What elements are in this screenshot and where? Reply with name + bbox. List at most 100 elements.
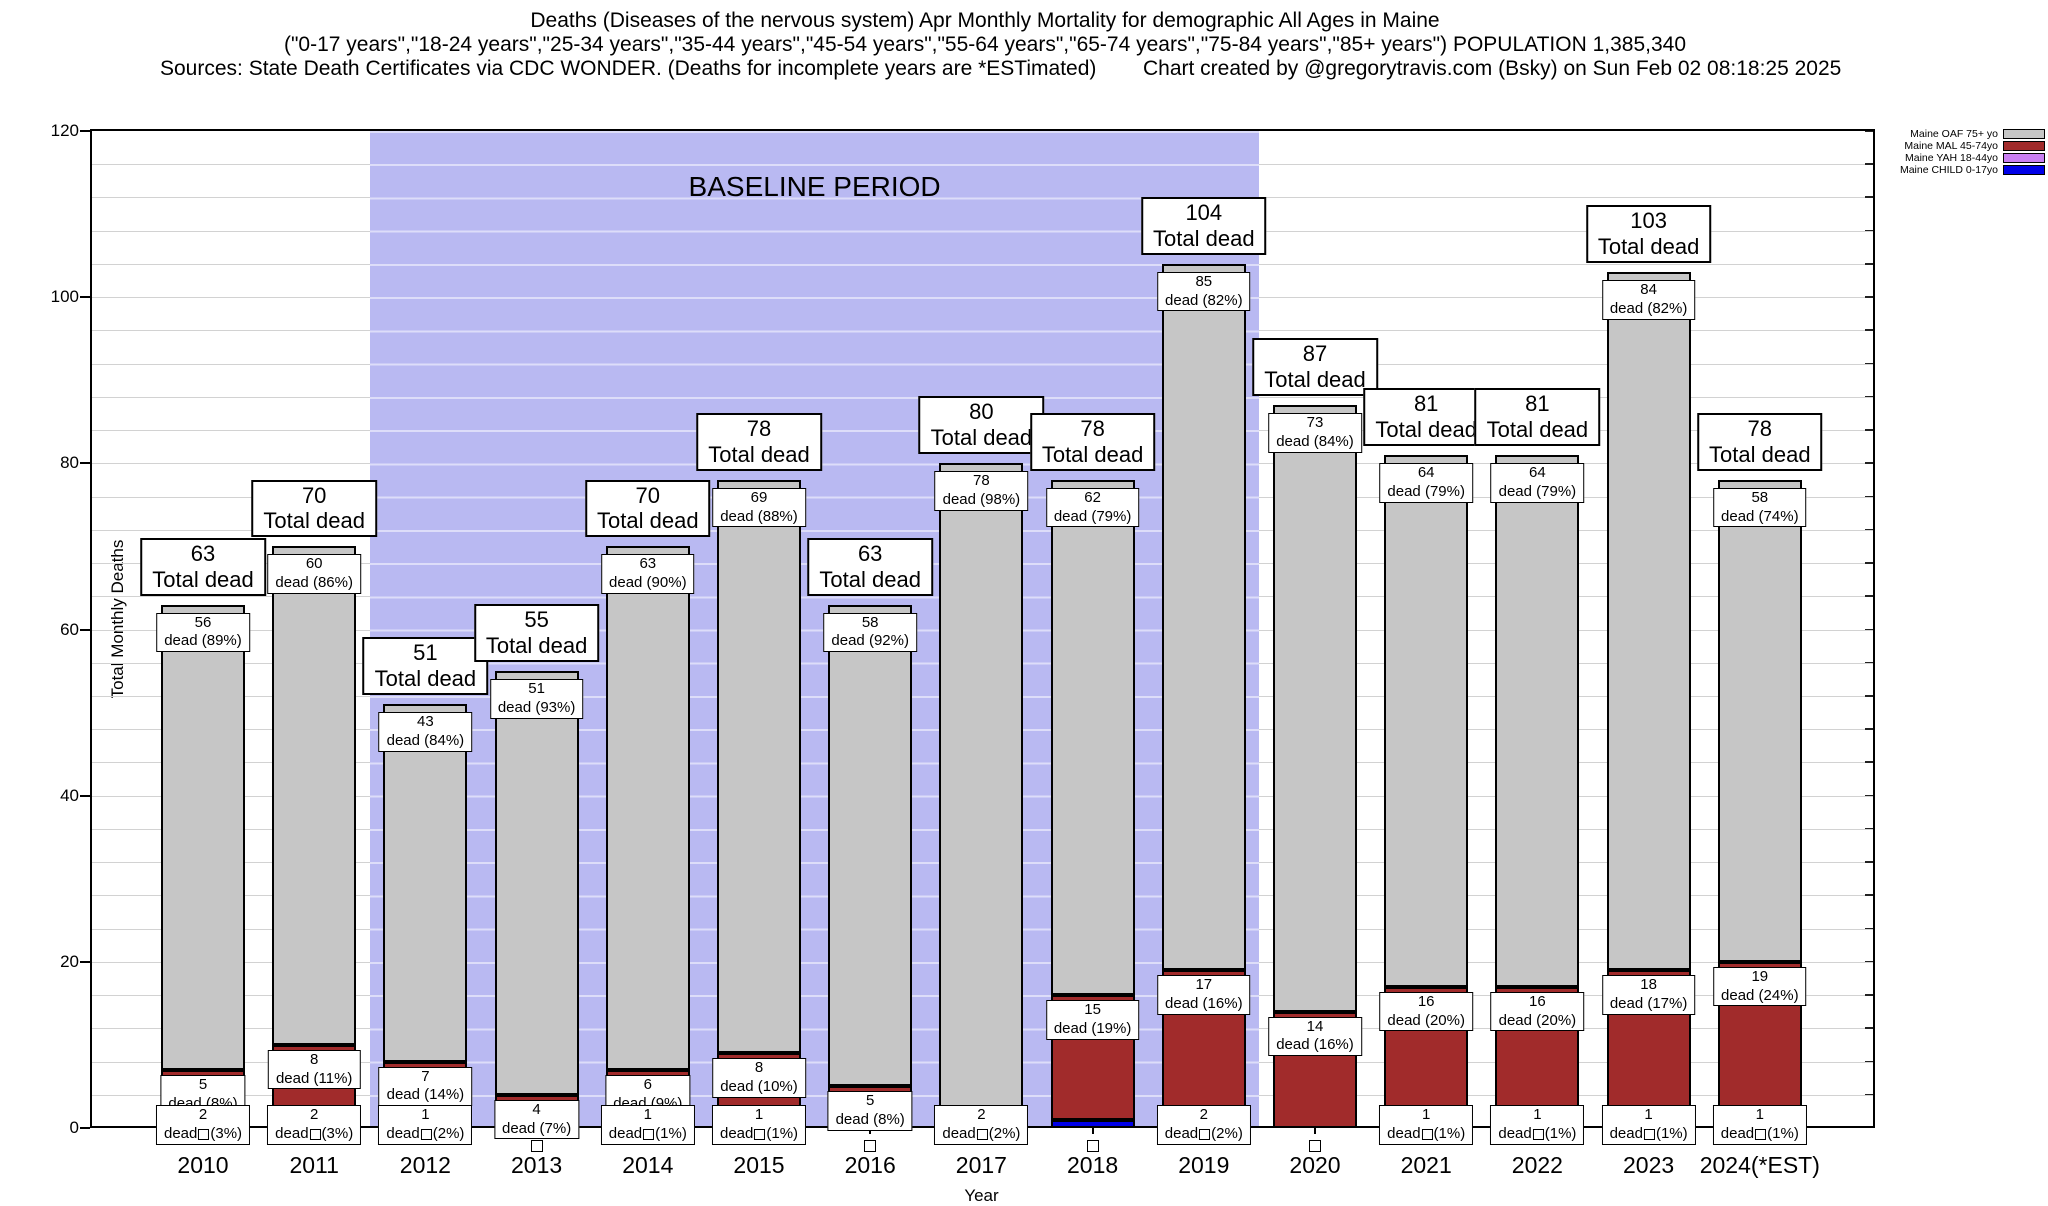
x-tick-2016 [869, 1128, 872, 1134]
right-axis [1873, 129, 1875, 1128]
x-tick-label-2015: 2015 [733, 1152, 785, 1178]
legend-swatch-yah [2003, 153, 2045, 163]
oaf-label-2020: 73 dead (84%) [1268, 413, 1362, 453]
legend-label: Maine MAL 45-74yo [1904, 140, 1998, 152]
oaf-label-2011: 60 dead (86%) [267, 554, 361, 594]
right-tick-100 [1865, 296, 1873, 298]
label-anchor-square [1532, 1128, 1544, 1140]
x-tick-label-2014: 2014 [622, 1152, 674, 1178]
mal-label-2016: 5 dead (8%) [827, 1091, 913, 1131]
total-label-2010: 63 Total dead [140, 537, 266, 596]
label-anchor-square [976, 1128, 988, 1140]
oaf-label-2022: 64 dead (79%) [1490, 463, 1585, 503]
x-tick-label-2021: 2021 [1400, 1152, 1452, 1178]
mal-label-2021: 16 dead (20%) [1379, 991, 1473, 1032]
y-tick-60 [80, 628, 90, 631]
oaf-label-2019: 85 dead (82%) [1157, 271, 1251, 312]
bar-segment-oaf-2018 [1050, 479, 1135, 996]
bottom-label-2015: 1 dead (1%) [711, 1105, 807, 1145]
chart-credit-note: Chart created by @gregorytravis.com (Bsk… [1143, 57, 1842, 80]
right-tick-32 [1865, 861, 1873, 863]
bar-segment-oaf-2013 [494, 671, 579, 1095]
y-tick-120 [80, 130, 90, 132]
mal-label-2018: 15 dead (19%) [1045, 1000, 1140, 1040]
legend-swatch-mal [2003, 141, 2045, 151]
label-anchor-square [754, 1128, 766, 1140]
bar-segment-oaf-2014 [605, 546, 690, 1070]
zero-marker-square-2018 [1086, 1140, 1099, 1152]
mal-label-2013: 4 dead (7%) [493, 1099, 580, 1140]
plot-area: Total Monthly Deaths Year BASELINE PERIO… [51, 121, 1875, 1205]
right-tick-104 [1865, 262, 1873, 265]
x-tick-label-2018: 2018 [1067, 1152, 1119, 1178]
right-tick-68 [1865, 562, 1873, 564]
x-tick-label-2010: 2010 [177, 1152, 229, 1178]
bar-segment-oaf-2023 [1606, 272, 1691, 971]
oaf-label-2014: 63 dead (90%) [601, 554, 695, 594]
total-label-2018: 78 Total dead [1029, 413, 1156, 471]
mal-label-2023: 18 dead (17%) [1601, 975, 1696, 1015]
oaf-label-2024(*EST): 58 dead (74%) [1713, 487, 1807, 528]
right-tick-64 [1865, 595, 1873, 597]
top-axis [90, 129, 1873, 131]
oaf-label-2010: 56 dead (89%) [156, 612, 250, 653]
label-anchor-square [1643, 1128, 1655, 1140]
legend-row-mal: Maine MAL 45-74yo [1900, 140, 2045, 152]
y-tick-100 [80, 296, 90, 299]
x-tick-label-2013: 2013 [511, 1152, 563, 1178]
bar-segment-oaf-2019 [1161, 263, 1246, 971]
right-tick-8 [1865, 1060, 1873, 1063]
right-tick-108 [1865, 229, 1873, 232]
y-tick-80 [80, 462, 90, 465]
zero-marker-square-2016 [864, 1140, 877, 1152]
x-tick-2018 [1091, 1128, 1094, 1134]
y-tick-label-0: 0 [69, 1118, 79, 1137]
x-tick-2020 [1314, 1128, 1316, 1134]
right-tick-20 [1865, 960, 1873, 963]
legend-row-yah: Maine YAH 18-44yo [1900, 152, 2045, 164]
right-tick-92 [1865, 362, 1873, 365]
right-tick-84 [1865, 429, 1873, 431]
label-anchor-square [643, 1128, 655, 1140]
mal-label-2020: 14 dead (16%) [1268, 1016, 1362, 1057]
right-tick-72 [1865, 528, 1873, 531]
mal-label-2012: 7 dead (14%) [378, 1066, 473, 1107]
right-tick-60 [1865, 628, 1873, 631]
x-axis-title: Year [964, 1186, 999, 1205]
total-label-2017: 80 Total dead [918, 396, 1045, 455]
right-tick-12 [1865, 1027, 1873, 1029]
y-tick-label-80: 80 [60, 453, 79, 473]
total-label-2019: 104 Total dead [1141, 197, 1267, 255]
x-tick-label-2022: 2022 [1511, 1152, 1563, 1178]
zero-marker-square-2013 [530, 1140, 543, 1152]
y-tick-label-40: 40 [60, 785, 79, 805]
baseline-period-label: BASELINE PERIOD [688, 171, 941, 202]
oaf-label-2018: 62 dead (79%) [1045, 487, 1140, 528]
chart-source-note: Sources: State Death Certificates via CD… [160, 57, 1097, 80]
legend-swatch-oaf [2003, 129, 2045, 139]
bottom-label-2022: 1 dead (1%) [1490, 1105, 1585, 1145]
bar-segment-oaf-2015 [717, 479, 801, 1054]
legend-label: Maine OAF 75+ yo [1910, 128, 1998, 140]
bar-segment-oaf-2020 [1273, 405, 1357, 1012]
bar-segment-oaf-2010 [161, 604, 245, 1070]
chart-title-line1: Deaths (Diseases of the nervous system) … [530, 9, 1440, 32]
bar-segment-oaf-2012 [383, 704, 468, 1062]
right-tick-88 [1865, 395, 1873, 398]
total-label-2024(*EST): 78 Total dead [1697, 413, 1823, 471]
total-label-2014: 70 Total dead [585, 479, 711, 538]
x-tick-label-2019: 2019 [1178, 1152, 1230, 1178]
x-tick-label-2023: 2023 [1623, 1152, 1675, 1178]
x-tick-label-2020: 2020 [1289, 1152, 1341, 1178]
x-tick-label-2016: 2016 [844, 1152, 896, 1178]
bottom-label-2010: 2 dead (3%) [155, 1105, 251, 1145]
legend-row-child: Maine CHILD 0-17yo [1900, 164, 2045, 176]
label-anchor-square [1199, 1128, 1211, 1140]
left-axis [90, 129, 92, 1126]
total-label-2021: 81 Total dead [1363, 388, 1489, 447]
zero-marker-square-2020 [1309, 1140, 1321, 1152]
label-anchor-square [420, 1128, 432, 1140]
right-tick-4 [1865, 1093, 1873, 1096]
bottom-label-2017: 2 dead (2%) [934, 1105, 1029, 1145]
